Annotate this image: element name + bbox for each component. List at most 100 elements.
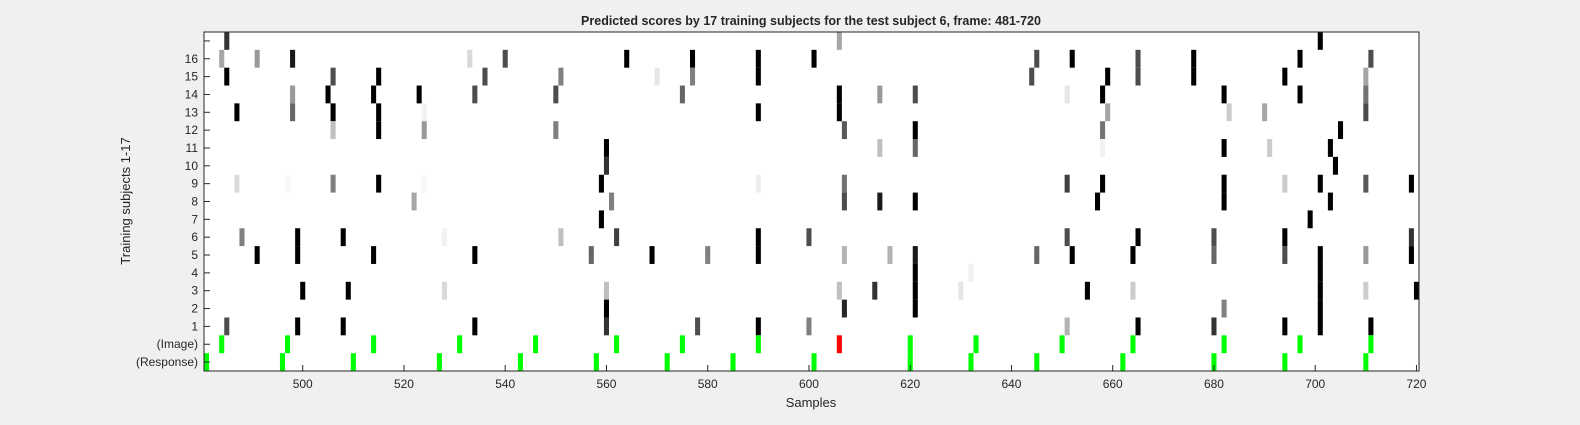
heatmap-cell <box>877 139 883 157</box>
heatmap-cell <box>1064 85 1070 104</box>
heatmap-cell <box>1221 192 1227 211</box>
heatmap-cell <box>558 67 564 86</box>
y-tick-label: (Response) <box>136 355 198 369</box>
heatmap-cell <box>755 67 761 86</box>
heatmap-cell <box>1282 228 1288 247</box>
heatmap-cell <box>1029 67 1035 86</box>
heatmap-cell <box>234 103 240 122</box>
heatmap-cell <box>755 174 761 193</box>
y-tick-label: 4 <box>191 266 198 280</box>
heatmap-cell <box>912 85 918 104</box>
x-tick-label: 500 <box>293 377 313 391</box>
heatmap-cell <box>371 335 377 354</box>
heatmap-cell <box>457 335 463 354</box>
heatmap-cell <box>841 174 847 193</box>
y-tick-label: 8 <box>191 195 198 209</box>
heatmap-cell <box>609 192 615 211</box>
heatmap-cell <box>877 192 883 211</box>
heatmap-cell <box>1363 246 1369 264</box>
heatmap-cell <box>1069 49 1075 68</box>
y-tick-label: 2 <box>191 302 198 316</box>
x-tick-label: 540 <box>495 377 515 391</box>
heatmap-cell <box>836 32 842 50</box>
heatmap-cell <box>968 263 974 282</box>
heatmap-cell <box>376 67 382 86</box>
heatmap-cell <box>1262 103 1268 122</box>
heatmap-cell <box>472 317 478 336</box>
heatmap-cell <box>912 139 918 157</box>
y-tick-label: 14 <box>185 87 199 101</box>
heatmap-cell <box>1282 246 1288 264</box>
y-tick-label: 6 <box>191 230 198 244</box>
heatmap-cell <box>603 156 609 175</box>
heatmap-cell <box>330 103 336 122</box>
y-tick-label: 15 <box>185 70 199 84</box>
heatmap-cell <box>1135 228 1141 247</box>
heatmap-cell <box>1408 246 1414 264</box>
heatmap-cell <box>416 85 422 104</box>
heatmap-cell <box>912 246 918 264</box>
heatmap-cell <box>755 103 761 122</box>
heatmap-cell <box>376 103 382 122</box>
x-tick-label: 640 <box>1001 377 1021 391</box>
y-tick-label: 1 <box>191 319 198 333</box>
heatmap-cell <box>958 281 964 300</box>
heatmap-cell <box>279 353 285 371</box>
heatmap-cell <box>1211 353 1217 371</box>
heatmap-cell <box>836 85 842 104</box>
heatmap-cell <box>1211 228 1217 247</box>
heatmap-cell <box>1211 317 1217 336</box>
heatmap-cell <box>1317 317 1323 336</box>
heatmap-cell <box>219 335 225 354</box>
x-tick-label: 600 <box>799 377 819 391</box>
heatmap-cell <box>1317 299 1323 318</box>
heatmap-cell <box>1368 335 1374 354</box>
heatmap-cell <box>912 263 918 282</box>
heatmap-cell <box>1282 317 1288 336</box>
heatmap-cell <box>330 67 336 86</box>
heatmap-cell <box>887 246 893 264</box>
heatmap-cell <box>755 49 761 68</box>
heatmap-cell <box>614 335 620 354</box>
heatmap-cell <box>1084 281 1090 300</box>
heatmap-cell <box>1221 299 1227 318</box>
heatmap-cell <box>603 281 609 300</box>
heatmap-cell <box>1221 139 1227 157</box>
heatmap-cell <box>1297 85 1303 104</box>
heatmap-cell <box>472 246 478 264</box>
heatmap-cell <box>1363 353 1369 371</box>
heatmap-cell <box>690 67 696 86</box>
heatmap-cell <box>1135 49 1141 68</box>
heatmap-cell <box>912 299 918 318</box>
heatmap-cell <box>441 281 447 300</box>
heatmap-cell <box>290 103 296 122</box>
heatmap-cell <box>603 139 609 157</box>
heatmap-cell <box>1064 174 1070 193</box>
heatmap-cell <box>664 353 670 371</box>
heatmap-cell <box>649 246 655 264</box>
heatmap-cell <box>553 85 559 104</box>
y-tick-label: 7 <box>191 212 198 226</box>
heatmap-cell <box>872 281 878 300</box>
heatmap-cell <box>598 174 604 193</box>
x-tick-label: 660 <box>1103 377 1123 391</box>
heatmap-cells <box>204 32 1419 371</box>
heatmap-cell <box>345 281 351 300</box>
heatmap-cell <box>421 174 427 193</box>
heatmap-cell <box>1368 49 1374 68</box>
heatmap-cell <box>841 192 847 211</box>
heatmap-cell <box>1064 317 1070 336</box>
heatmap-cell <box>841 246 847 264</box>
heatmap-cell <box>1221 174 1227 193</box>
heatmap-cell <box>436 353 442 371</box>
heatmap-cell <box>472 85 478 104</box>
heatmap-cell <box>1297 335 1303 354</box>
heatmap-cell <box>1034 353 1040 371</box>
heatmap-cell <box>1408 228 1414 247</box>
heatmap-cell <box>234 174 240 193</box>
heatmap-cell <box>1297 49 1303 68</box>
heatmap-cell <box>603 299 609 318</box>
heatmap-cell <box>285 174 291 193</box>
chart-title: Predicted scores by 17 training subjects… <box>581 14 1041 28</box>
